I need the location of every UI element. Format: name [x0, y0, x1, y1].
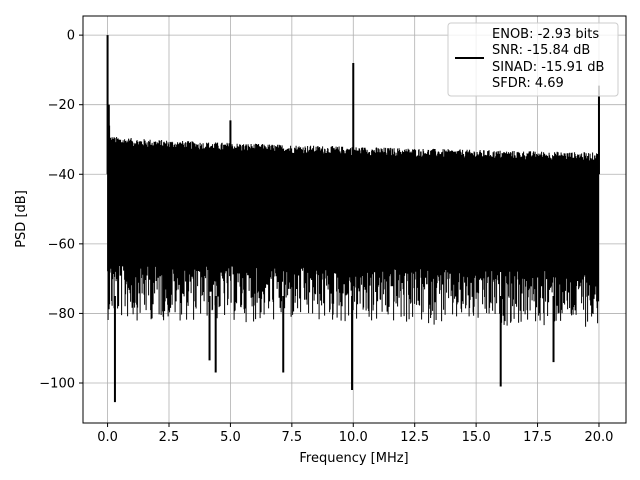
legend: ENOB: -2.93 bits SNR: -15.84 dB SINAD: -… — [447, 22, 619, 97]
y-tick-label: −20 — [48, 98, 75, 113]
x-axis: 0.0 2.5 5.0 7.5 10.0 12.5 15.0 17.5 20.0 — [97, 423, 613, 445]
y-tick-label: 0 — [67, 29, 75, 44]
legend-box — [447, 22, 619, 97]
x-tick-label: 12.5 — [400, 430, 429, 445]
legend-line-sinad: SINAD: -15.91 dB — [492, 60, 604, 75]
x-tick-label: 7.5 — [282, 430, 303, 445]
x-axis-label: Frequency [MHz] — [299, 451, 408, 466]
x-tick-label: 10.0 — [339, 430, 368, 445]
y-axis: 0 −20 −40 −60 −80 −100 — [39, 29, 83, 391]
y-tick-label: −40 — [48, 168, 75, 183]
y-axis-label: PSD [dB] — [14, 190, 29, 248]
y-tick-label: −80 — [48, 307, 75, 322]
y-tick-label: −100 — [39, 376, 75, 391]
x-tick-label: 2.5 — [159, 430, 180, 445]
x-tick-label: 20.0 — [584, 430, 613, 445]
x-tick-label: 17.5 — [523, 430, 552, 445]
x-tick-label: 15.0 — [462, 430, 491, 445]
x-tick-label: 0.0 — [97, 430, 118, 445]
legend-line-sfdr: SFDR: 4.69 — [492, 76, 564, 91]
legend-line-enob: ENOB: -2.93 bits — [492, 27, 599, 42]
x-tick-label: 5.0 — [220, 430, 241, 445]
plot-frame — [82, 15, 627, 424]
psd-series — [106, 35, 600, 403]
noise-floor-trace — [107, 104, 600, 327]
y-tick-label: −60 — [48, 237, 75, 252]
legend-line-snr: SNR: -15.84 dB — [492, 43, 590, 58]
